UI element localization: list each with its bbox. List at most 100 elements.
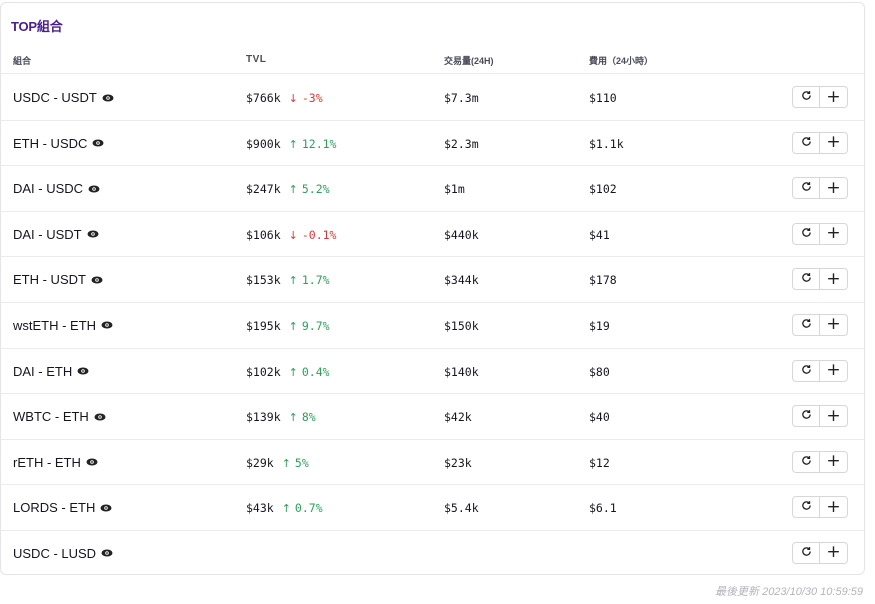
eye-icon[interactable]: [77, 367, 89, 375]
add-liquidity-button[interactable]: +: [820, 313, 848, 336]
swap-button[interactable]: [792, 268, 820, 291]
tvl-change: ↑ 0.7%: [282, 501, 323, 515]
eye-icon[interactable]: [92, 139, 104, 147]
tvl-change: ↑ 8%: [289, 410, 316, 424]
add-liquidity-button[interactable]: +: [820, 177, 848, 200]
volume-value: $344k: [444, 273, 479, 288]
table-row[interactable]: DAI - ETH $102k ↑ 0.4% $140k $80 +: [1, 349, 864, 395]
fees-value: $19: [589, 318, 610, 333]
fees-value: $40: [589, 410, 610, 425]
pair-name[interactable]: WBTC - ETH: [13, 409, 106, 424]
pair-label: LORDS - ETH: [13, 500, 96, 516]
swap-button[interactable]: [792, 496, 820, 519]
row-actions: +: [792, 86, 848, 108]
eye-icon[interactable]: [101, 549, 113, 557]
pair-label: ETH - USDT: [13, 272, 86, 288]
volume-value: $150k: [444, 318, 479, 333]
pair-name[interactable]: ETH - USDT: [13, 272, 103, 287]
add-liquidity-button[interactable]: +: [820, 496, 848, 519]
table-row[interactable]: LORDS - ETH $43k ↑ 0.7% $5.4k $6.1 +: [1, 485, 864, 531]
tvl-change: ↑ 0.4%: [289, 365, 330, 379]
header-volume: 交易量(24H): [444, 56, 494, 66]
swap-button[interactable]: [792, 177, 820, 200]
add-liquidity-button[interactable]: +: [820, 131, 848, 154]
pair-label: DAI - USDC: [13, 181, 84, 197]
row-actions: +: [792, 496, 848, 519]
tvl-change-value: 8%: [301, 410, 316, 425]
plus-icon: +: [826, 223, 841, 244]
add-liquidity-button[interactable]: +: [820, 222, 848, 245]
eye-icon[interactable]: [87, 230, 99, 238]
eye-icon[interactable]: [100, 504, 112, 512]
table-row[interactable]: WBTC - ETH $139k ↑ 8% $42k $40 +: [1, 394, 864, 440]
table-row[interactable]: ETH - USDC $900k ↑ 12.1% $2.3m $1.1k +: [1, 121, 864, 167]
tvl-value: $153k: [246, 273, 281, 288]
table-row[interactable]: DAI - USDC $247k ↑ 5.2% $1m $102 +: [1, 166, 864, 212]
pair-label: ETH - USDC: [13, 135, 88, 151]
row-actions: +: [792, 131, 848, 154]
eye-icon[interactable]: [88, 185, 100, 193]
row-actions: +: [792, 405, 848, 428]
tvl-change-value: 0.4%: [301, 364, 330, 379]
add-liquidity-button[interactable]: +: [820, 450, 848, 473]
pair-name[interactable]: DAI - USDC: [13, 181, 100, 196]
add-liquidity-button[interactable]: +: [820, 359, 848, 382]
swap-button[interactable]: [792, 359, 820, 382]
arrow-up-icon: ↑: [288, 274, 298, 288]
pair-name[interactable]: LORDS - ETH: [13, 500, 112, 515]
volume-value: $5.4k: [444, 501, 479, 516]
header-tvl: TVL: [246, 54, 267, 65]
tvl-change-value: 0.7%: [294, 501, 323, 516]
add-liquidity-button[interactable]: +: [820, 405, 848, 428]
table-row[interactable]: USDC - USDT $766k ↓ -3% $7.3m $110 +: [1, 75, 864, 121]
add-liquidity-button[interactable]: +: [820, 86, 848, 108]
add-liquidity-button[interactable]: +: [820, 541, 848, 564]
table-row[interactable]: USDC - LUSD +: [1, 531, 864, 577]
fees-value: $178: [589, 273, 617, 288]
pair-label: rETH - ETH: [13, 454, 81, 470]
arrow-up-icon: ↑: [288, 365, 298, 379]
eye-icon[interactable]: [101, 321, 113, 329]
swap-button[interactable]: [792, 405, 820, 428]
pair-name[interactable]: DAI - USDT: [13, 227, 99, 242]
table-row[interactable]: rETH - ETH $29k ↑ 5% $23k $12 +: [1, 440, 864, 486]
plus-icon: +: [826, 542, 841, 563]
volume-value: $440k: [444, 227, 479, 242]
eye-icon[interactable]: [86, 458, 98, 466]
pair-name[interactable]: USDC - LUSD: [13, 546, 113, 561]
eye-icon[interactable]: [94, 413, 106, 421]
volume-value: $1m: [444, 182, 465, 197]
header-fees: 費用（24小時）: [589, 56, 654, 66]
eye-icon[interactable]: [102, 94, 114, 102]
swap-button[interactable]: [792, 131, 820, 154]
plus-icon: +: [826, 177, 841, 198]
table-row[interactable]: wstETH - ETH $195k ↑ 9.7% $150k $19 +: [1, 303, 864, 349]
row-actions: +: [792, 359, 848, 382]
pair-name[interactable]: ETH - USDC: [13, 136, 104, 151]
pair-label: USDC - USDT: [13, 90, 97, 105]
swap-button[interactable]: [792, 541, 820, 564]
tvl-value: $247k: [246, 182, 281, 197]
tvl-value: $106k: [246, 227, 281, 242]
swap-button[interactable]: [792, 222, 820, 245]
tvl-value: $195k: [246, 318, 281, 333]
pair-name[interactable]: rETH - ETH: [13, 455, 98, 470]
refresh-icon: [801, 362, 812, 380]
table-row[interactable]: DAI - USDT $106k ↓ -0.1% $440k $41 +: [1, 212, 864, 258]
row-actions: +: [792, 177, 848, 200]
pair-name[interactable]: DAI - ETH: [13, 364, 89, 379]
eye-icon[interactable]: [91, 276, 103, 284]
swap-button[interactable]: [792, 313, 820, 336]
table-row[interactable]: ETH - USDT $153k ↑ 1.7% $344k $178 +: [1, 257, 864, 303]
add-liquidity-button[interactable]: +: [820, 268, 848, 291]
top-pools-card: TOP組合 組合 TVL 交易量(24H) 費用（24小時） USDC - US…: [0, 2, 865, 575]
tvl-cell: $766k ↓ -3%: [246, 91, 323, 105]
swap-button[interactable]: [792, 450, 820, 473]
row-actions: +: [792, 541, 848, 564]
tvl-change-value: 1.7%: [301, 273, 330, 288]
pair-name[interactable]: wstETH - ETH: [13, 318, 113, 333]
plus-icon: +: [826, 132, 841, 153]
arrow-up-icon: ↑: [288, 183, 298, 197]
pair-name[interactable]: USDC - USDT: [13, 90, 114, 105]
swap-button[interactable]: [792, 86, 820, 108]
